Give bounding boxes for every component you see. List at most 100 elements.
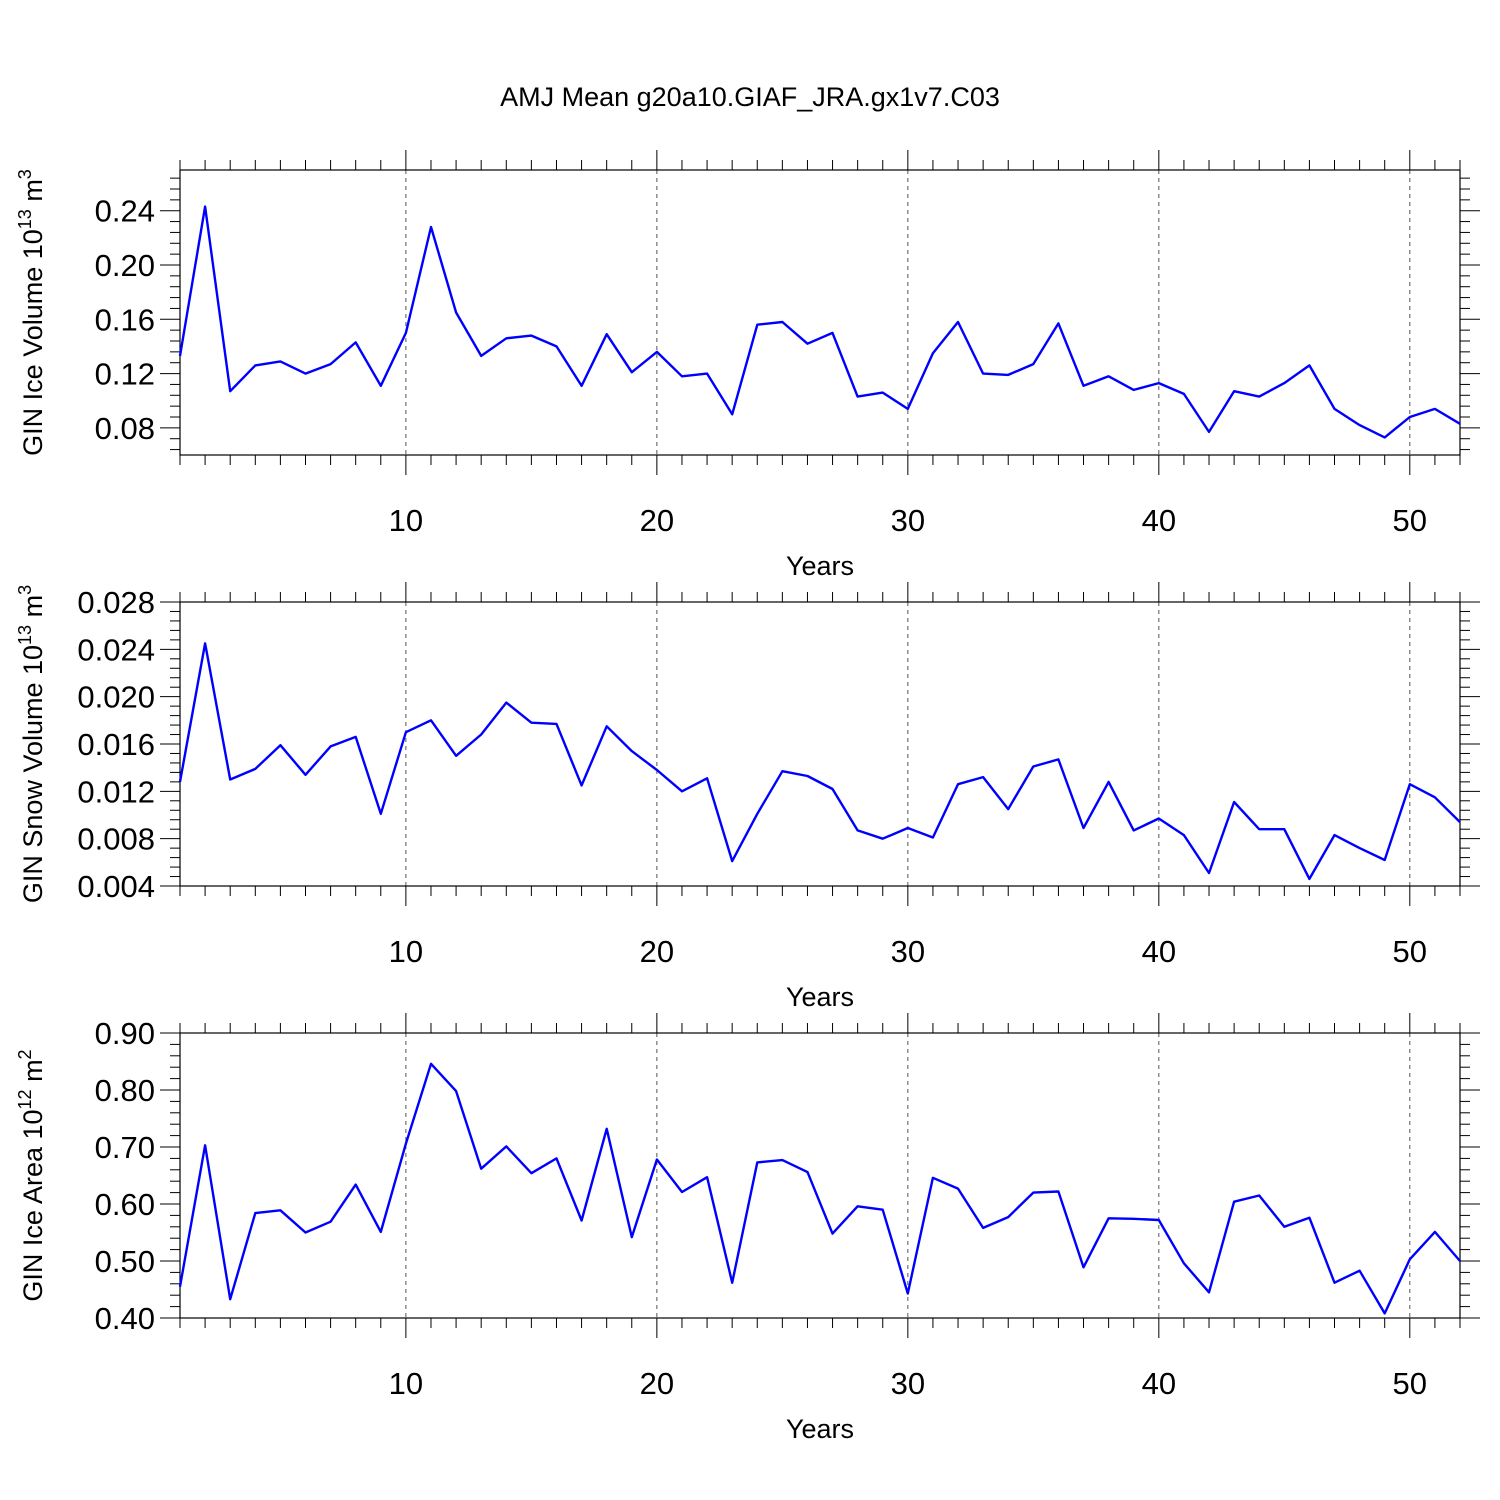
data-point-year-21 bbox=[680, 789, 684, 793]
data-point-year-22 bbox=[705, 776, 709, 780]
x-tick-label: 50 bbox=[1393, 1366, 1427, 1401]
data-point-year-41 bbox=[1182, 1261, 1186, 1265]
data-point-year-49 bbox=[1383, 435, 1387, 439]
y-axis-label: GIN Ice Area 1012 m2 bbox=[15, 1049, 48, 1301]
data-point-year-45 bbox=[1282, 381, 1286, 385]
y-tick-label: 0.004 bbox=[77, 869, 155, 904]
data-point-year-43 bbox=[1232, 800, 1236, 804]
data-point-year-6 bbox=[303, 773, 307, 777]
data-point-year-38 bbox=[1107, 374, 1111, 378]
y-tick-label: 0.80 bbox=[95, 1073, 155, 1108]
data-point-year-23 bbox=[730, 412, 734, 416]
plot-frame bbox=[179, 169, 1461, 456]
y-tick-label: 0.020 bbox=[77, 680, 155, 715]
data-point-year-46 bbox=[1307, 877, 1311, 881]
data-point-year-44 bbox=[1257, 395, 1261, 399]
data-point-year-5 bbox=[278, 743, 282, 747]
data-point-year-6 bbox=[303, 1231, 307, 1235]
data-point-year-29 bbox=[881, 391, 885, 395]
data-point-year-10 bbox=[404, 730, 408, 734]
data-point-year-18 bbox=[605, 1127, 609, 1131]
data-point-year-34 bbox=[1006, 1215, 1010, 1219]
y-tick-label: 0.60 bbox=[95, 1187, 155, 1222]
data-point-year-2 bbox=[203, 641, 207, 645]
data-point-year-45 bbox=[1282, 1225, 1286, 1229]
x-tick-label: 10 bbox=[389, 934, 423, 969]
data-point-year-37 bbox=[1082, 826, 1086, 830]
data-point-year-43 bbox=[1232, 389, 1236, 393]
data-point-year-30 bbox=[906, 407, 910, 411]
data-point-year-47 bbox=[1333, 833, 1337, 837]
data-point-year-16 bbox=[554, 344, 558, 348]
data-point-year-31 bbox=[931, 351, 935, 355]
data-point-year-26 bbox=[805, 1170, 809, 1174]
data-point-year-50 bbox=[1408, 415, 1412, 419]
chart-panel-2: 0.004 0.008 0.012 0.016 0.020 0.024 0.028 10 20 3… bbox=[15, 582, 1480, 1012]
data-point-year-2 bbox=[203, 1143, 207, 1147]
y-tick-label: 0.016 bbox=[77, 727, 155, 762]
x-tick-label: 10 bbox=[389, 503, 423, 538]
data-point-year-52 bbox=[1458, 422, 1462, 426]
data-point-year-5 bbox=[278, 1208, 282, 1212]
x-tick-label: 30 bbox=[891, 1366, 925, 1401]
data-point-year-28 bbox=[856, 1204, 860, 1208]
data-point-year-39 bbox=[1132, 388, 1136, 392]
data-point-year-27 bbox=[831, 787, 835, 791]
x-axis-label: Years bbox=[786, 982, 854, 1012]
x-tick-label: 50 bbox=[1393, 503, 1427, 538]
data-point-year-47 bbox=[1333, 407, 1337, 411]
x-axis-label: Years bbox=[786, 1414, 854, 1444]
data-point-year-48 bbox=[1358, 1269, 1362, 1273]
data-point-year-7 bbox=[329, 362, 333, 366]
data-point-year-8 bbox=[354, 340, 358, 344]
data-point-year-21 bbox=[680, 1190, 684, 1194]
data-point-year-25 bbox=[780, 769, 784, 773]
y-tick-label: 0.24 bbox=[95, 194, 155, 229]
y-tick-label: 0.028 bbox=[77, 585, 155, 620]
data-point-year-39 bbox=[1132, 1217, 1136, 1221]
data-point-year-32 bbox=[956, 320, 960, 324]
data-point-year-4 bbox=[253, 767, 257, 771]
data-point-year-51 bbox=[1433, 407, 1437, 411]
data-point-year-42 bbox=[1207, 1290, 1211, 1294]
y-tick-label: 0.90 bbox=[95, 1016, 155, 1051]
data-point-year-17 bbox=[580, 783, 584, 787]
data-point-year-49 bbox=[1383, 1311, 1387, 1315]
data-point-year-52 bbox=[1458, 1259, 1462, 1263]
y-tick-label: 0.012 bbox=[77, 774, 155, 809]
data-point-year-4 bbox=[253, 363, 257, 367]
data-point-year-5 bbox=[278, 359, 282, 363]
data-point-year-15 bbox=[529, 721, 533, 725]
data-point-year-23 bbox=[730, 1281, 734, 1285]
data-point-year-17 bbox=[580, 384, 584, 388]
data-point-year-52 bbox=[1458, 820, 1462, 824]
data-point-year-7 bbox=[329, 1220, 333, 1224]
data-point-year-47 bbox=[1333, 1281, 1337, 1285]
data-point-year-14 bbox=[504, 1144, 508, 1148]
y-tick-label: 0.08 bbox=[95, 411, 155, 446]
data-point-year-36 bbox=[1056, 1189, 1060, 1193]
data-point-year-35 bbox=[1031, 764, 1035, 768]
data-point-year-40 bbox=[1157, 817, 1161, 821]
data-point-year-24 bbox=[755, 1160, 759, 1164]
data-point-year-12 bbox=[454, 754, 458, 758]
data-point-year-44 bbox=[1257, 827, 1261, 831]
data-point-year-46 bbox=[1307, 1216, 1311, 1220]
data-point-year-39 bbox=[1132, 828, 1136, 832]
series-line bbox=[178, 1062, 1461, 1315]
chart-panel-1: 0.08 0.12 0.16 0.20 0.24 10 20 30 40 50 Years GIN I… bbox=[15, 150, 1480, 581]
data-point-year-19 bbox=[630, 1235, 634, 1239]
data-point-year-41 bbox=[1182, 833, 1186, 837]
chart-panel-3: 0.40 0.50 0.60 0.70 0.80 0.90 10 20 30 40 50 Years G… bbox=[15, 1013, 1480, 1444]
plot-frame bbox=[179, 601, 1461, 887]
series-line bbox=[178, 205, 1461, 439]
data-point-year-20 bbox=[655, 350, 659, 354]
data-point-year-35 bbox=[1031, 362, 1035, 366]
series-line bbox=[178, 642, 1461, 881]
data-point-year-27 bbox=[831, 331, 835, 335]
data-point-year-26 bbox=[805, 774, 809, 778]
data-point-year-17 bbox=[580, 1219, 584, 1223]
data-point-year-8 bbox=[354, 1183, 358, 1187]
data-point-year-45 bbox=[1282, 827, 1286, 831]
data-point-year-14 bbox=[504, 336, 508, 340]
